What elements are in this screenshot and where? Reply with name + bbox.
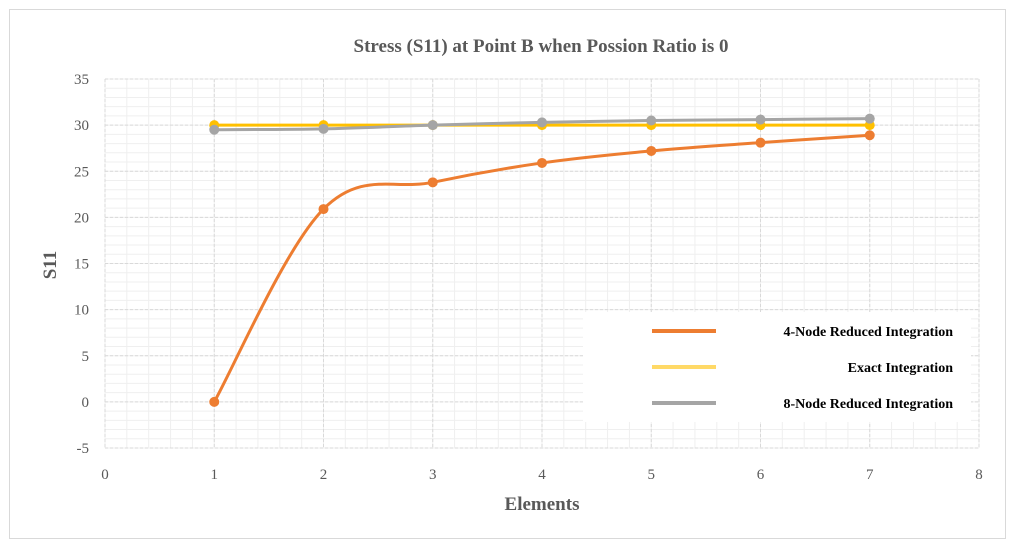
x-axis-title: Elements [505, 494, 580, 515]
data-point-4-node-reduced-integration [318, 204, 329, 215]
x-tick-label: 7 [866, 467, 874, 483]
data-point-4-node-reduced-integration [427, 177, 438, 188]
data-point-8-node-reduced-integration [427, 120, 438, 131]
chart-title: Stress (S11) at Point B when Possion Rat… [354, 36, 729, 57]
y-tick-label: 30 [74, 118, 89, 134]
y-tick-label: 0 [82, 395, 90, 411]
data-point-8-node-reduced-integration [646, 115, 657, 126]
x-tick-label: 5 [648, 467, 656, 483]
data-point-8-node-reduced-integration [209, 124, 220, 135]
y-tick-label: 25 [74, 164, 89, 180]
y-tick-label: -5 [77, 441, 90, 457]
legend: 4-Node Reduced Integration Exact Integrat… [652, 325, 953, 412]
x-tick-label: 1 [211, 467, 219, 483]
y-tick-label: 15 [74, 257, 89, 273]
data-point-8-node-reduced-integration [537, 117, 547, 128]
x-tick-label: 4 [538, 467, 546, 483]
series-layer [209, 113, 875, 407]
data-point-4-node-reduced-integration [755, 137, 766, 148]
x-tick-label: 2 [320, 467, 328, 483]
y-tick-label: 5 [82, 349, 90, 365]
x-tick-label: 8 [975, 467, 983, 483]
y-axis-title: S11 [40, 251, 61, 280]
legend-box [583, 312, 971, 422]
legend-label: 8-Node Reduced Integration [783, 397, 953, 412]
y-tick-label: 10 [74, 303, 89, 319]
x-tick-label: 3 [429, 467, 437, 483]
x-tick-label: 6 [757, 467, 765, 483]
data-point-4-node-reduced-integration [537, 157, 547, 168]
data-point-4-node-reduced-integration [209, 396, 220, 407]
y-tick-label: 35 [74, 72, 89, 88]
y-tick-label: 20 [74, 210, 89, 226]
legend-label: 4-Node Reduced Integration [783, 325, 953, 340]
data-point-4-node-reduced-integration [864, 130, 875, 141]
legend-label: Exact Integration [848, 361, 954, 376]
x-tick-label: 0 [101, 467, 109, 483]
data-point-8-node-reduced-integration [318, 123, 329, 134]
tick-labels: 0 1 2 3 4 5 6 7 8 35 30 25 20 15 10 5 0 -5 [74, 72, 983, 483]
data-point-8-node-reduced-integration [755, 114, 766, 125]
data-point-8-node-reduced-integration [864, 113, 875, 124]
data-point-4-node-reduced-integration [646, 145, 657, 156]
